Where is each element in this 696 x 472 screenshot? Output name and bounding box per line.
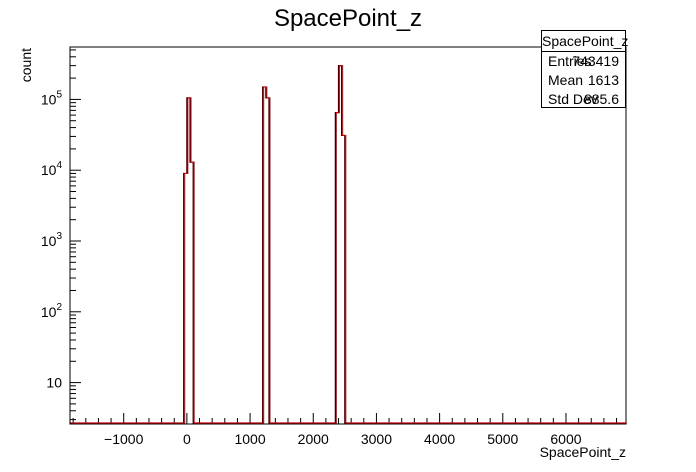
stats-row-entries: Entries 743419: [542, 52, 625, 71]
stats-row-stddev: Std Dev 885.6: [542, 90, 625, 109]
y-tick-label: 105: [41, 89, 63, 107]
y-tick-label: 103: [41, 231, 63, 249]
y-tick-label: 10: [46, 375, 62, 391]
chart-title: SpacePoint_z: [274, 5, 422, 32]
stats-label: Entries: [548, 53, 592, 69]
stats-row-mean: Mean 1613: [542, 71, 625, 90]
x-tick-label: 4000: [424, 431, 455, 447]
x-tick-label: 0: [183, 431, 191, 447]
stats-label: Mean: [548, 72, 584, 88]
stats-label: Std Dev: [548, 91, 598, 107]
x-tick-label: 5000: [487, 431, 518, 447]
stats-title: SpacePoint_z: [542, 31, 628, 52]
x-axis-label: SpacePoint_z: [540, 444, 626, 460]
plot-frame: [69, 46, 627, 425]
stats-box: SpacePoint_z Entries 743419 Mean 1613 St…: [541, 30, 628, 109]
y-axis-label: count: [18, 48, 34, 82]
histogram-outline-red: [71, 65, 627, 424]
histogram-bars: [70, 65, 627, 424]
y-tick-label: 102: [41, 302, 63, 320]
x-tick-label: −1000: [104, 431, 144, 447]
x-tick-label: 1000: [234, 431, 265, 447]
stats-value: 885.6: [583, 91, 619, 107]
x-tick-label: 2000: [298, 431, 329, 447]
stats-value: 743419: [572, 53, 619, 69]
stats-value: 1613: [587, 72, 619, 88]
histogram-outline-black: [70, 65, 626, 424]
x-tick-label: 3000: [361, 431, 392, 447]
y-axis-ticks: 10 102 103 104 105: [41, 49, 81, 421]
x-tick-label: 6000: [550, 431, 581, 447]
y-tick-label: 104: [41, 160, 63, 178]
